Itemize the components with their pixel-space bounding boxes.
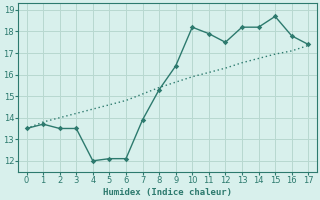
X-axis label: Humidex (Indice chaleur): Humidex (Indice chaleur) xyxy=(103,188,232,197)
